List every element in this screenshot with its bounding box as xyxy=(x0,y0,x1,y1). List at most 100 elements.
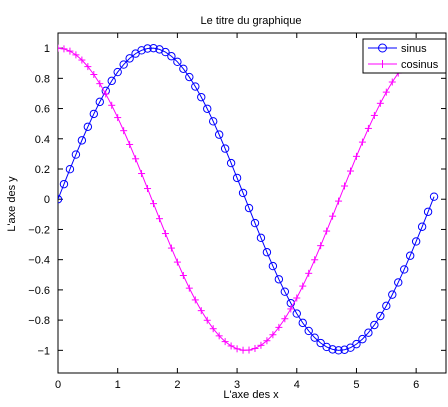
data-point-sinus xyxy=(322,342,331,352)
data-point-cosinus xyxy=(299,282,307,290)
data-point-sinus xyxy=(238,188,248,198)
data-point-sinus xyxy=(83,122,93,131)
data-point-cosinus xyxy=(227,342,235,350)
data-point-cosinus xyxy=(144,185,152,193)
data-point-sinus xyxy=(173,57,182,67)
legend-label-sinus: sinus xyxy=(401,43,427,55)
y-tick-label: 0.2 xyxy=(35,164,50,176)
data-point-sinus xyxy=(185,72,194,82)
x-tick-label: 3 xyxy=(234,379,240,391)
data-point-sinus xyxy=(423,207,433,216)
data-point-cosinus xyxy=(251,344,259,352)
x-axis-ticks: 0 1 2 3 4 5 6 xyxy=(55,33,419,391)
data-point-cosinus xyxy=(335,197,343,205)
data-point-cosinus xyxy=(173,258,181,266)
data-point-cosinus xyxy=(221,338,229,346)
data-point-cosinus xyxy=(209,325,217,333)
data-point-sinus xyxy=(125,54,134,63)
data-point-sinus xyxy=(370,320,379,330)
data-point-sinus xyxy=(107,76,116,86)
data-point-sinus xyxy=(89,109,99,119)
data-point-cosinus xyxy=(341,182,349,190)
data-point-cosinus xyxy=(150,200,158,208)
data-point-cosinus xyxy=(329,212,337,220)
data-point-cosinus xyxy=(120,127,128,135)
data-point-sinus xyxy=(310,333,319,342)
data-point-sinus xyxy=(328,345,337,354)
data-point-cosinus xyxy=(132,155,140,163)
y-tick-label: 0.4 xyxy=(35,134,50,146)
x-tick-label: 1 xyxy=(115,379,121,391)
data-point-cosinus xyxy=(305,269,313,277)
data-point-sinus xyxy=(292,309,301,318)
data-point-sinus xyxy=(191,82,200,91)
legend-label-cosinus: cosinus xyxy=(401,59,439,71)
data-point-cosinus xyxy=(382,88,390,96)
y-tick-label: 0 xyxy=(44,194,50,206)
series-sinus xyxy=(58,43,439,355)
data-point-sinus xyxy=(394,278,403,287)
legend-box xyxy=(362,38,447,74)
y-tick-label: −0.2 xyxy=(28,224,50,236)
data-point-sinus xyxy=(65,164,75,174)
data-point-cosinus xyxy=(167,244,175,252)
x-tick-label: 6 xyxy=(413,379,419,391)
data-point-sinus xyxy=(58,195,63,204)
data-point-sinus xyxy=(411,237,421,246)
data-point-cosinus xyxy=(78,56,86,64)
plot-frame xyxy=(57,32,447,374)
y-tick-label: 0.8 xyxy=(35,73,50,85)
data-point-cosinus xyxy=(138,170,146,178)
data-point-sinus xyxy=(250,218,260,228)
data-point-sinus xyxy=(203,104,212,113)
data-point-sinus xyxy=(119,60,128,69)
data-point-sinus xyxy=(226,158,236,168)
data-point-cosinus xyxy=(185,284,193,292)
data-point-cosinus xyxy=(269,331,277,339)
data-point-sinus xyxy=(95,97,104,107)
data-point-cosinus xyxy=(155,215,163,223)
data-point-cosinus xyxy=(102,90,110,98)
data-point-sinus xyxy=(59,179,69,189)
data-point-sinus xyxy=(364,328,373,337)
data-point-cosinus xyxy=(352,152,360,160)
data-point-cosinus xyxy=(281,315,289,323)
data-point-sinus xyxy=(77,136,87,145)
data-point-cosinus xyxy=(203,316,211,324)
data-point-sinus xyxy=(340,345,349,354)
x-tick-label: 4 xyxy=(294,379,300,391)
y-axis-ticks: −1 −0.8 −0.6 −0.4 −0.2 0 0.2 0.4 0.6 0.8 1 xyxy=(28,43,446,357)
data-point-sinus xyxy=(179,64,188,73)
data-point-sinus xyxy=(274,275,284,284)
data-point-sinus xyxy=(304,326,313,336)
data-point-sinus xyxy=(256,233,266,243)
data-point-sinus xyxy=(232,173,242,183)
data-point-sinus xyxy=(137,46,146,55)
y-tick-label: −1 xyxy=(37,345,50,357)
x-axis-label: L'axe des x xyxy=(223,389,279,401)
data-point-sinus xyxy=(405,251,415,260)
data-point-sinus xyxy=(268,261,278,271)
data-point-sinus xyxy=(316,338,325,348)
data-point-cosinus xyxy=(161,230,169,238)
data-point-sinus xyxy=(161,47,170,57)
x-tick-label: 0 xyxy=(55,379,61,391)
data-point-sinus xyxy=(149,43,158,53)
y-tick-label: −0.4 xyxy=(28,255,50,267)
y-tick-label: −0.6 xyxy=(28,285,50,297)
data-point-sinus xyxy=(220,144,230,153)
y-tick-label: −0.8 xyxy=(28,315,50,327)
y-tick-label: 0.6 xyxy=(35,104,50,116)
data-point-sinus xyxy=(143,44,152,53)
data-point-sinus xyxy=(352,339,361,349)
data-point-sinus xyxy=(388,290,397,299)
data-point-sinus xyxy=(400,265,409,274)
data-point-cosinus xyxy=(215,332,223,340)
data-point-cosinus xyxy=(323,227,331,235)
legend: sinus cosinus xyxy=(362,38,447,74)
data-point-sinus xyxy=(358,334,367,344)
data-point-cosinus xyxy=(96,80,104,88)
data-point-sinus xyxy=(197,92,206,102)
data-point-cosinus xyxy=(257,341,265,349)
